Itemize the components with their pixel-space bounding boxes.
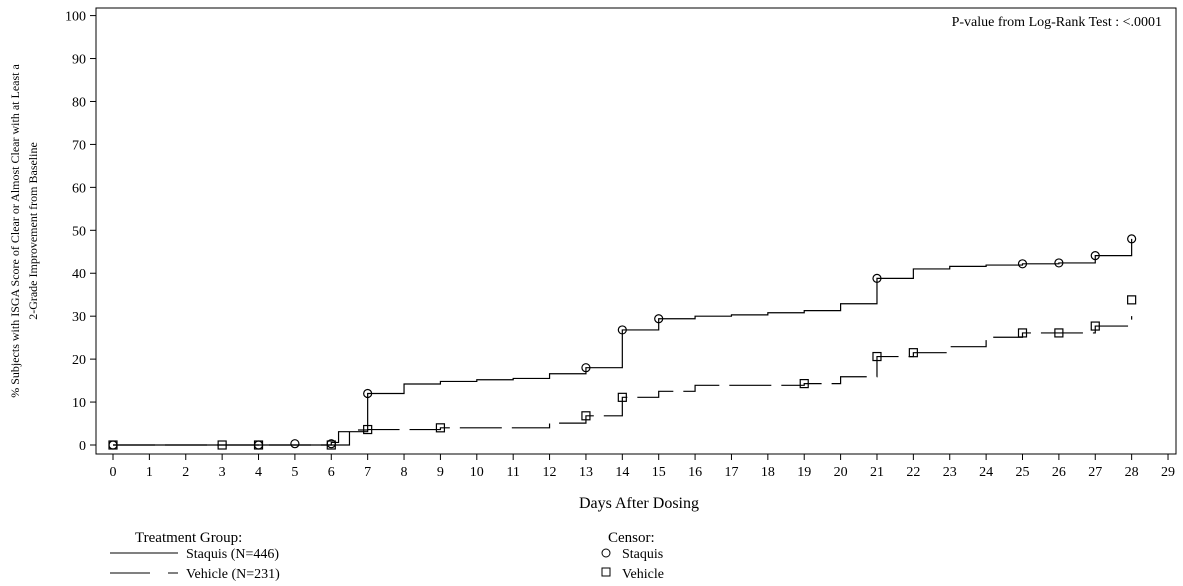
x-tick-label-7: 7	[364, 465, 371, 480]
censor-legend-circle-icon	[601, 548, 611, 558]
censor-staquis-11	[1090, 251, 1100, 261]
censor-staquis-5	[581, 363, 591, 373]
censor-staquis-2	[290, 439, 300, 449]
x-tick-label-11: 11	[506, 465, 519, 480]
y-tick-label-90: 90	[72, 53, 86, 68]
censor-legend-vehicle-label: Vehicle	[622, 567, 664, 582]
censor-vehicle-14	[1127, 295, 1137, 305]
x-tick-label-14: 14	[615, 465, 629, 480]
censor-vehicle-6	[581, 411, 591, 421]
legend-title: Treatment Group:	[135, 530, 242, 546]
x-tick-label-4: 4	[255, 465, 262, 480]
censor-vehicle-9	[872, 351, 882, 362]
y-axis-label-line2: 2-Grade Improvement from Baseline	[26, 142, 40, 320]
x-tick-label-21: 21	[870, 465, 884, 480]
censor-staquis-6	[617, 325, 627, 335]
y-tick-label-60: 60	[72, 181, 86, 196]
censor-vehicle-13	[1090, 321, 1100, 331]
censor-staquis-8	[872, 273, 882, 283]
x-axis-label: Days After Dosing	[579, 495, 699, 512]
y-tick-label-70: 70	[72, 138, 86, 153]
censor-staquis-9	[1017, 259, 1028, 269]
legend-vehicle-label: Vehicle (N=231)	[186, 567, 280, 582]
x-tick-label-9: 9	[437, 465, 444, 480]
x-tick-label-6: 6	[328, 465, 335, 480]
series-layer	[113, 238, 1133, 446]
series-line-staquis	[113, 238, 1133, 446]
x-tick-label-12: 12	[543, 465, 557, 480]
x-tick-label-15: 15	[652, 465, 666, 480]
x-tick-label-16: 16	[688, 465, 702, 480]
censor-vehicle-4	[363, 424, 373, 435]
x-axis: 0 1 2 3 4 5 6 7 8 9 10 11 12 13 14 15 16 17 18 19 20 21 22 23 24…	[110, 454, 1175, 480]
y-tick-label-50: 50	[72, 224, 86, 239]
censor-legend-staquis-label: Staquis	[622, 547, 663, 562]
y-tick-label-40: 40	[72, 267, 86, 282]
x-tick-label-24: 24	[979, 465, 993, 480]
y-tick-label-100: 100	[65, 10, 86, 25]
x-tick-label-19: 19	[797, 465, 811, 480]
censor-vehicle-11	[1017, 328, 1028, 338]
censor-vehicle-8	[799, 378, 809, 389]
censor-staquis-4	[363, 388, 373, 399]
x-tick-label-5: 5	[291, 465, 298, 480]
censor-vehicle-1	[217, 440, 227, 450]
x-tick-label-26: 26	[1052, 465, 1066, 480]
x-tick-label-0: 0	[110, 465, 117, 480]
censor-markers	[108, 234, 1137, 450]
x-tick-label-18: 18	[761, 465, 775, 480]
y-tick-label-20: 20	[72, 353, 86, 368]
x-tick-label-29: 29	[1161, 465, 1175, 480]
x-tick-label-1: 1	[146, 465, 153, 480]
censor-vehicle-2	[253, 440, 264, 450]
plot-frame	[95, 7, 1177, 455]
censor-vehicle-3	[326, 440, 336, 450]
x-tick-label-23: 23	[943, 465, 957, 480]
x-tick-label-3: 3	[219, 465, 226, 480]
p-value-annotation: P-value from Log-Rank Test : <.0001	[952, 15, 1162, 30]
censor-vehicle-7	[617, 392, 627, 402]
x-tick-label-27: 27	[1088, 465, 1102, 480]
censor-vehicle-5	[435, 423, 446, 433]
y-tick-label-10: 10	[72, 396, 86, 411]
censor-staquis-7	[654, 314, 664, 324]
x-tick-label-10: 10	[470, 465, 484, 480]
x-tick-label-25: 25	[1016, 465, 1030, 480]
x-tick-label-28: 28	[1125, 465, 1139, 480]
censor-vehicle-12	[1054, 328, 1064, 338]
censor-legend-title: Censor:	[608, 530, 655, 546]
censor-vehicle-0	[108, 440, 118, 450]
y-tick-label-80: 80	[72, 95, 86, 110]
censor-vehicle-10	[908, 348, 918, 358]
x-tick-label-8: 8	[401, 465, 408, 480]
censor-staquis-10	[1054, 258, 1064, 268]
legend-staquis-label: Staquis (N=446)	[186, 547, 279, 562]
y-axis-label-line1: % Subjects with ISGA Score of Clear or A…	[8, 64, 22, 398]
y-tick-label-30: 30	[72, 310, 86, 325]
x-tick-label-13: 13	[579, 465, 593, 480]
x-tick-label-22: 22	[906, 465, 920, 480]
y-axis: 0 10 20 30 40 50 60 70 80 90 100	[65, 10, 96, 454]
x-tick-label-2: 2	[182, 465, 189, 480]
censor-staquis-12	[1127, 234, 1137, 244]
censor-legend-square-icon	[601, 567, 611, 577]
y-tick-label-0: 0	[79, 439, 86, 454]
x-tick-label-20: 20	[834, 465, 848, 480]
x-tick-label-17: 17	[724, 465, 738, 480]
